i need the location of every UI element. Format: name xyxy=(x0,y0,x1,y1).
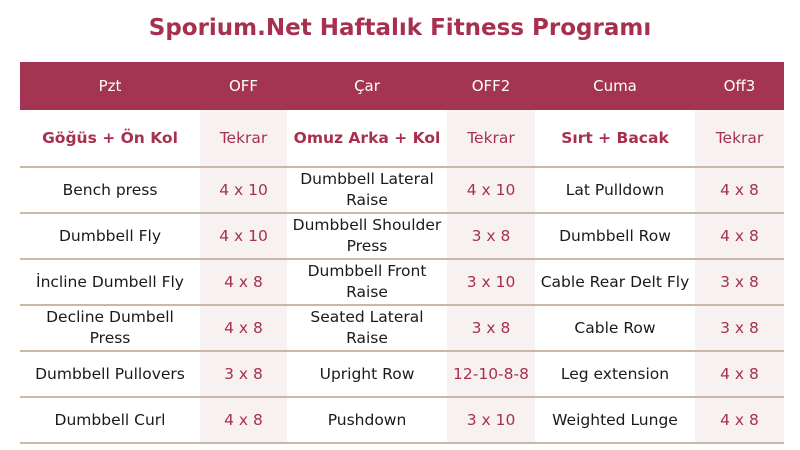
exercise-cell: Seated Lateral Raise xyxy=(287,305,447,352)
workout-table: Pzt OFF Çar OFF2 Cuma Off3 Göğüs + Ön Ko… xyxy=(20,62,784,444)
reps-cell: 3 x 8 xyxy=(447,213,535,260)
exercise-cell: Cable Rear Delt Fly xyxy=(535,259,695,306)
reps-cell: 4 x 8 xyxy=(200,397,287,444)
reps-cell: 3 x 10 xyxy=(447,259,535,306)
table-row: Dumbbell Fly 4 x 10 Dumbbell Shoulder Pr… xyxy=(20,213,784,260)
exercise-cell: İncline Dumbell Fly xyxy=(20,259,200,306)
exercise-cell: Dumbbell Lateral Raise xyxy=(287,167,447,214)
exercise-cell: Bench press xyxy=(20,167,200,214)
page-title: Sporium.Net Haftalık Fitness Programı xyxy=(148,15,652,41)
exercise-cell: Cable Row xyxy=(535,305,695,352)
muscle-group-label: Göğüs + Ön Kol xyxy=(20,110,200,168)
exercise-cell: Pushdown xyxy=(287,397,447,444)
reps-cell: 4 x 8 xyxy=(695,351,784,398)
reps-cell: 3 x 8 xyxy=(447,305,535,352)
reps-column-label: Tekrar xyxy=(200,110,287,168)
exercise-cell: Dumbbell Curl xyxy=(20,397,200,444)
muscle-group-label: Sırt + Bacak xyxy=(535,110,695,168)
exercise-cell: Dumbbell Fly xyxy=(20,213,200,260)
exercise-cell: Weighted Lunge xyxy=(535,397,695,444)
table-row: Dumbbell Pullovers 3 x 8 Upright Row 12-… xyxy=(20,351,784,398)
reps-cell: 4 x 8 xyxy=(695,397,784,444)
reps-cell: 4 x 8 xyxy=(200,305,287,352)
reps-cell: 12-10-8-8 xyxy=(447,351,535,398)
exercise-cell: Dumbbell Front Raise xyxy=(287,259,447,306)
table-row: İncline Dumbell Fly 4 x 8 Dumbbell Front… xyxy=(20,259,784,306)
reps-cell: 4 x 8 xyxy=(695,213,784,260)
exercise-cell: Decline Dumbell Press xyxy=(20,305,200,352)
subheader-row: Göğüs + Ön Kol Tekrar Omuz Arka + Kol Te… xyxy=(20,110,784,168)
header-row: Pzt OFF Çar OFF2 Cuma Off3 xyxy=(20,62,784,110)
table-row: Dumbbell Curl 4 x 8 Pushdown 3 x 10 Weig… xyxy=(20,397,784,444)
reps-cell: 4 x 8 xyxy=(695,167,784,214)
exercise-cell: Upright Row xyxy=(287,351,447,398)
reps-column-label: Tekrar xyxy=(695,110,784,168)
header-cell-pzt: Pzt xyxy=(20,62,200,110)
reps-cell: 4 x 10 xyxy=(200,167,287,214)
reps-cell: 3 x 10 xyxy=(447,397,535,444)
reps-column-label: Tekrar xyxy=(447,110,535,168)
exercise-cell: Dumbbell Row xyxy=(535,213,695,260)
header-cell-off3: Off3 xyxy=(695,62,784,110)
exercise-cell: Leg extension xyxy=(535,351,695,398)
reps-cell: 3 x 8 xyxy=(200,351,287,398)
header-cell-car: Çar xyxy=(287,62,447,110)
reps-cell: 4 x 10 xyxy=(200,213,287,260)
table-row: Bench press 4 x 10 Dumbbell Lateral Rais… xyxy=(20,167,784,214)
exercise-cell: Dumbbell Pullovers xyxy=(20,351,200,398)
header-cell-off2: OFF2 xyxy=(447,62,535,110)
reps-cell: 3 x 8 xyxy=(695,305,784,352)
exercise-cell: Lat Pulldown xyxy=(535,167,695,214)
reps-cell: 4 x 10 xyxy=(447,167,535,214)
header-cell-off: OFF xyxy=(200,62,287,110)
header-cell-cuma: Cuma xyxy=(535,62,695,110)
reps-cell: 3 x 8 xyxy=(695,259,784,306)
reps-cell: 4 x 8 xyxy=(200,259,287,306)
table-row: Decline Dumbell Press 4 x 8 Seated Later… xyxy=(20,305,784,352)
muscle-group-label: Omuz Arka + Kol xyxy=(287,110,447,168)
exercise-cell: Dumbbell Shoulder Press xyxy=(287,213,447,260)
